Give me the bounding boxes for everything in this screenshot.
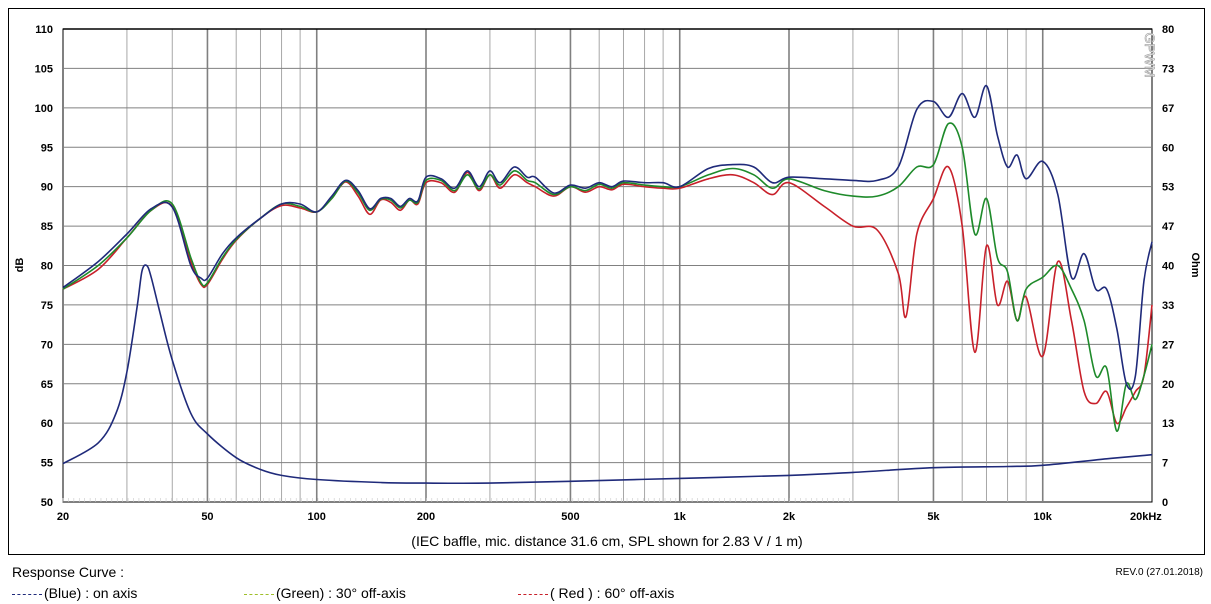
y2-tick-label: 47 <box>1162 221 1174 233</box>
y2-tick-label: 53 <box>1162 182 1174 194</box>
y2-tick-label: 73 <box>1162 63 1174 75</box>
y-tick-label: 70 <box>41 339 53 351</box>
x-tick-label: 20 <box>57 511 69 523</box>
x-tick-label: 2k <box>783 511 796 523</box>
x-tick-label: 50 <box>201 511 213 523</box>
y2-tick-label: 80 <box>1162 24 1174 36</box>
y2-tick-label: 27 <box>1162 339 1174 351</box>
y-tick-label: 85 <box>41 221 53 233</box>
legend-item-60-off-axis: ( Red ) : 60° off-axis <box>518 585 674 601</box>
y-tick-label: 60 <box>41 418 53 430</box>
legend-label: ( Red ) : 60° off-axis <box>550 585 675 601</box>
y2-tick-label: 20 <box>1162 379 1174 391</box>
y2-tick-label: 40 <box>1162 261 1174 273</box>
y-tick-label: 65 <box>41 379 53 391</box>
y-tick-label: 110 <box>35 24 53 36</box>
y-tick-label: 50 <box>41 497 53 509</box>
chart-frame: 50 55 60 65 70 75 80 85 90 95 100 105 110 0 7 13 20 27 33 4… <box>8 8 1205 555</box>
y2-tick-label: 60 <box>1162 142 1174 154</box>
y-tick-label: 95 <box>41 142 53 154</box>
y-tick-label: 90 <box>41 182 53 194</box>
x-tick-label: 100 <box>308 511 326 523</box>
legend-swatch-green <box>244 593 274 595</box>
y2-tick-label: 33 <box>1162 300 1174 312</box>
x-tick-label: 1k <box>674 511 687 523</box>
revision-label: REV.0 (27.01.2018) <box>1115 567 1203 578</box>
response-chart: 50 55 60 65 70 75 80 85 90 95 100 105 110 0 7 13 20 27 33 4… <box>14 24 1201 549</box>
y-tick-label: 100 <box>35 103 53 115</box>
x-tick-label: 20kHz <box>1130 511 1162 523</box>
y2-tick-label: 67 <box>1162 103 1174 115</box>
series-line-30-off-axis <box>62 122 1153 432</box>
y-tick-label: 55 <box>41 458 53 470</box>
y-tick-label: 75 <box>41 300 53 312</box>
y-tick-label: 80 <box>41 261 53 273</box>
y-axis-title: dB <box>14 258 26 273</box>
legend-label: (Blue) : on axis <box>44 585 138 601</box>
watermark-text: GPWM <box>1142 32 1158 77</box>
x-tick-label: 10k <box>1034 511 1053 523</box>
chart-caption: (IEC baffle, mic. distance 31.6 cm, SPL … <box>411 533 802 549</box>
legend-item-30-off-axis: (Green) : 30° off-axis <box>244 585 406 601</box>
y2-tick-label: 7 <box>1162 458 1168 470</box>
y-tick-label: 105 <box>35 63 53 75</box>
series-line-on-axis <box>62 84 1153 391</box>
x-tick-label: 200 <box>417 511 435 523</box>
legend-swatch-red <box>518 593 548 595</box>
y2-axis-title: Ohm <box>1189 252 1201 277</box>
legend-label: (Green) : 30° off-axis <box>276 585 406 601</box>
legend-title: Response Curve : <box>12 564 125 580</box>
y2-tick-label: 0 <box>1162 497 1168 509</box>
x-tick-label: 500 <box>561 511 579 523</box>
legend-item-on-axis: (Blue) : on axis <box>12 585 137 601</box>
series-line-impedance <box>62 264 1153 485</box>
y2-tick-label: 13 <box>1162 418 1174 430</box>
x-tick-label: 5k <box>927 511 940 523</box>
legend-swatch-blue <box>12 593 42 595</box>
